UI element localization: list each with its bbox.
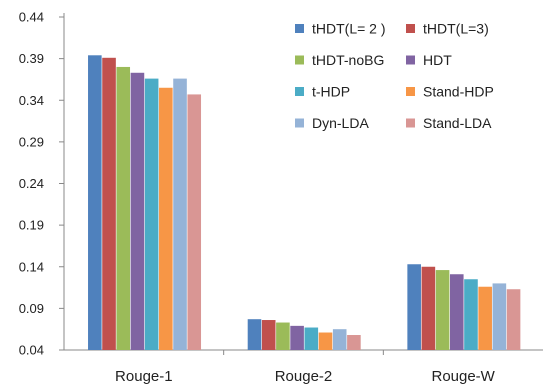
bar-thdt-l-2-rouge-2 bbox=[247, 319, 262, 350]
bar-dyn-lda-rouge-w bbox=[492, 283, 507, 350]
legend-label: Stand-LDA bbox=[423, 115, 492, 131]
legend-swatch bbox=[406, 24, 415, 33]
bar-thdt-nobg-rouge-w bbox=[435, 270, 450, 350]
legend-label: Stand-HDP bbox=[423, 84, 494, 100]
bar-thdt-nobg-rouge-2 bbox=[276, 322, 290, 350]
y-tick-label: 0.14 bbox=[19, 259, 44, 274]
legend-label: HDT bbox=[423, 52, 452, 68]
bar-dyn-lda-rouge-2 bbox=[332, 329, 347, 350]
legend-swatch bbox=[406, 55, 415, 65]
chart-bars bbox=[88, 55, 521, 351]
bar-t-hdp-rouge-1 bbox=[144, 78, 159, 350]
bar-stand-hdp-rouge-1 bbox=[159, 87, 173, 350]
legend-label: tHDT(L= 2 ) bbox=[312, 21, 386, 37]
x-tick-label: Rouge-1 bbox=[115, 368, 173, 385]
y-tick-label: 0.29 bbox=[19, 134, 44, 149]
bar-hdt-rouge-w bbox=[449, 274, 464, 350]
bar-hdt-rouge-1 bbox=[130, 72, 145, 350]
legend-swatch bbox=[295, 55, 304, 65]
y-tick-label: 0.44 bbox=[19, 10, 44, 25]
bar-thdt-l-3-rouge-w bbox=[421, 266, 436, 350]
legend-swatch bbox=[295, 24, 304, 33]
chart-legend: tHDT(L= 2 ) tHDT(L=3) tHDT-noBG HDT t-HDP Sta… bbox=[295, 21, 494, 131]
chart-axes: 0.04 0.09 0.14 0.19 0.24 0.29 0.34 0.39 0.44 Roug… bbox=[19, 10, 543, 385]
legend-label: Dyn-LDA bbox=[312, 115, 369, 131]
bar-stand-hdp-rouge-2 bbox=[318, 332, 333, 350]
bar-t-hdp-rouge-w bbox=[464, 279, 478, 350]
bar-stand-lda-rouge-w bbox=[506, 289, 521, 350]
bar-stand-lda-rouge-1 bbox=[187, 94, 202, 350]
bar-thdt-l-3-rouge-2 bbox=[261, 320, 276, 350]
legend-label: tHDT(L=3) bbox=[423, 21, 489, 37]
x-tick-label: Rouge-2 bbox=[275, 368, 333, 385]
bar-thdt-nobg-rouge-1 bbox=[116, 66, 131, 350]
legend-swatch bbox=[406, 118, 415, 128]
bar-hdt-rouge-2 bbox=[290, 325, 304, 350]
x-tick-label: Rouge-W bbox=[431, 368, 495, 385]
legend-swatch bbox=[295, 87, 304, 96]
legend-swatch bbox=[406, 87, 415, 96]
legend-label: tHDT-noBG bbox=[312, 52, 384, 68]
bar-t-hdp-rouge-2 bbox=[304, 327, 319, 350]
legend-label: t-HDP bbox=[312, 84, 350, 100]
bar-stand-hdp-rouge-w bbox=[478, 286, 492, 350]
y-tick-label: 0.39 bbox=[19, 51, 44, 66]
bar-thdt-l-2-rouge-1 bbox=[88, 55, 102, 351]
y-tick-label: 0.04 bbox=[19, 343, 44, 358]
y-tick-label: 0.09 bbox=[19, 301, 44, 316]
y-tick-label: 0.24 bbox=[19, 176, 44, 191]
bar-thdt-l-2-rouge-w bbox=[407, 264, 421, 350]
bar-stand-lda-rouge-2 bbox=[347, 335, 361, 350]
bar-dyn-lda-rouge-1 bbox=[173, 78, 187, 350]
y-tick-label: 0.19 bbox=[19, 218, 44, 233]
y-tick-label: 0.34 bbox=[19, 93, 44, 108]
legend-swatch bbox=[295, 118, 304, 128]
bar-thdt-l-3-rouge-1 bbox=[102, 57, 116, 350]
